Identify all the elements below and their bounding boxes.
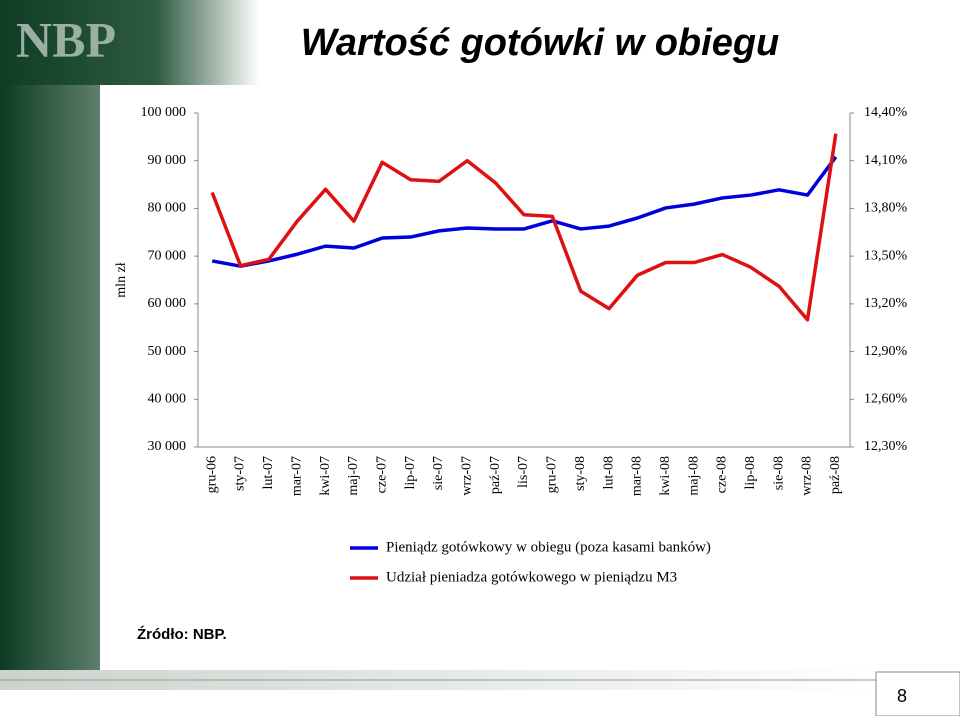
- y-tick-label: 50 000: [148, 344, 187, 359]
- x-tick-label: sie-07: [431, 456, 446, 490]
- x-tick-label: kwi-07: [318, 456, 333, 496]
- x-tick-label: maj-07: [346, 456, 361, 496]
- page-number-box: [875, 671, 960, 717]
- y2-tick-label: 13,20%: [864, 296, 908, 311]
- x-tick-label: gru-07: [545, 456, 560, 493]
- x-tick-label: gru-06: [204, 456, 219, 493]
- x-tick-label: lip-08: [743, 456, 758, 489]
- series-line: [210, 133, 838, 322]
- left-band: [0, 0, 100, 690]
- x-tick-label: lut-08: [601, 456, 616, 489]
- logo: NBP: [16, 11, 116, 67]
- y-tick-label: 70 000: [148, 248, 187, 263]
- x-tick-label: sty-07: [233, 456, 248, 491]
- y2-tick-label: 13,50%: [864, 248, 908, 263]
- legend-label: Pieniądz gotówkowy w obiegu (poza kasami…: [386, 539, 711, 555]
- y2-tick-label: 12,90%: [864, 344, 908, 359]
- y2-tick-label: 14,10%: [864, 153, 908, 168]
- y2-tick-label: 14,40%: [864, 105, 908, 120]
- y2-tick-label: 12,60%: [864, 392, 908, 407]
- x-tick-label: lis-07: [516, 456, 531, 488]
- y-tick-label: 60 000: [148, 296, 187, 311]
- x-tick-label: lut-07: [261, 456, 276, 489]
- y2-tick-label: 12,30%: [864, 439, 908, 454]
- x-tick-label: sty-08: [573, 456, 588, 491]
- x-tick-label: mar-07: [289, 456, 304, 496]
- y-tick-label: 80 000: [148, 201, 187, 216]
- y-tick-label: 30 000: [148, 439, 187, 454]
- source: Źródło: NBP.: [137, 626, 227, 643]
- x-tick-label: mar-08: [630, 456, 645, 496]
- chart-title: Wartość gotówki w obiegu: [301, 22, 780, 64]
- content-area: [100, 0, 960, 690]
- x-tick-label: cze-08: [715, 456, 730, 493]
- x-tick-label: wrz-07: [460, 456, 475, 496]
- x-tick-label: lip-07: [403, 456, 418, 489]
- legend-label: Udział pieniadza gotówkowego w pieniądzu…: [386, 569, 677, 585]
- x-tick-label: paź-08: [828, 456, 843, 494]
- y-tick-label: 100 000: [141, 105, 187, 120]
- series-line: [211, 155, 838, 268]
- y-tick-label: 40 000: [148, 392, 187, 407]
- x-tick-label: maj-08: [686, 456, 701, 496]
- x-tick-label: paź-07: [488, 456, 503, 494]
- x-tick-label: kwi-08: [658, 456, 673, 496]
- top-band: [0, 0, 260, 85]
- y-axis-label: mln zł: [114, 262, 129, 297]
- y-tick-label: 90 000: [148, 153, 187, 168]
- y2-tick-label: 13,80%: [864, 201, 908, 216]
- page-number: 8: [897, 686, 907, 706]
- x-tick-label: wrz-08: [800, 456, 815, 496]
- x-tick-label: sie-08: [771, 456, 786, 490]
- x-tick-label: cze-07: [374, 456, 389, 493]
